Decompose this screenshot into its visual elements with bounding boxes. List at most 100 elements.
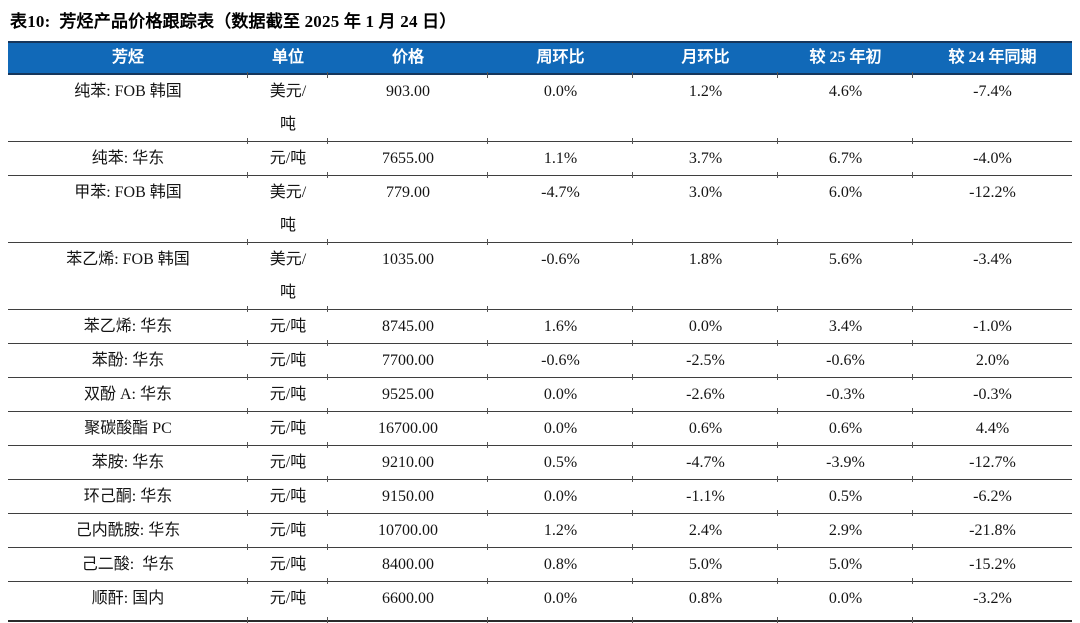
wow-cell: 0.0% xyxy=(487,377,633,414)
ytd-cell: 6.0% xyxy=(777,175,913,245)
price-cell: 16700.00 xyxy=(327,411,488,448)
price-cell: 7700.00 xyxy=(327,343,488,380)
table-row: 顺酐: 国内 元/吨 6600.00 0.0% 0.8% 0.0% -3.2% xyxy=(8,581,1072,622)
unit-cell: 元/吨 xyxy=(247,479,328,516)
yoy-cell: -0.3% xyxy=(912,377,1072,414)
wow-cell: -4.7% xyxy=(487,175,633,245)
price-cell: 7655.00 xyxy=(327,141,488,178)
product-cell: 顺酐: 国内 xyxy=(8,581,248,622)
yoy-cell: 4.4% xyxy=(912,411,1072,448)
aromatics-price-table: 芳烃 单位 价格 周环比 月环比 较 25 年初 较 24 年同期 纯苯: FO… xyxy=(8,41,1072,622)
yoy-cell: -15.2% xyxy=(912,547,1072,584)
table-row: 己二酸: 华东 元/吨 8400.00 0.8% 5.0% 5.0% -15.2% xyxy=(8,547,1072,584)
col-header-price: 价格 xyxy=(328,41,488,75)
price-cell: 8400.00 xyxy=(327,547,488,584)
wow-cell: 1.1% xyxy=(487,141,633,178)
product-cell: 环己酮: 华东 xyxy=(8,479,248,514)
ytd-cell: -3.9% xyxy=(777,445,913,482)
mom-cell: 1.8% xyxy=(632,242,778,312)
price-cell: 1035.00 xyxy=(327,242,488,312)
unit-cell: 元/吨 xyxy=(247,513,328,550)
table-title: 表10: 芳烃产品价格跟踪表（数据截至 2025 年 1 月 24 日） xyxy=(10,12,457,31)
header-row: 芳烃 单位 价格 周环比 月环比 较 25 年初 较 24 年同期 xyxy=(8,41,1072,75)
table-row: 纯苯: FOB 韩国 美元/ 吨 903.00 0.0% 1.2% 4.6% -7.4% xyxy=(8,71,1072,143)
mom-cell: 5.0% xyxy=(632,547,778,584)
ytd-cell: 3.4% xyxy=(777,309,913,346)
ytd-cell: 5.0% xyxy=(777,547,913,584)
product-cell: 苯乙烯: FOB 韩国 xyxy=(8,242,248,310)
wow-cell: 0.8% xyxy=(487,547,633,584)
wow-cell: 0.0% xyxy=(487,71,633,143)
wow-cell: 1.6% xyxy=(487,309,633,346)
yoy-cell: -4.0% xyxy=(912,141,1072,178)
price-cell: 9210.00 xyxy=(327,445,488,482)
ytd-cell: -0.3% xyxy=(777,377,913,414)
mom-cell: -2.5% xyxy=(632,343,778,380)
price-cell: 6600.00 xyxy=(327,581,488,622)
ytd-cell: 2.9% xyxy=(777,513,913,550)
col-header-product: 芳烃 xyxy=(8,41,248,75)
mom-cell: -4.7% xyxy=(632,445,778,482)
unit-cell: 元/吨 xyxy=(247,411,328,448)
table-row: 苯乙烯: FOB 韩国 美元/ 吨 1035.00 -0.6% 1.8% 5.6% -3.4… xyxy=(8,242,1072,312)
col-header-unit: 单位 xyxy=(248,41,328,75)
unit-cell: 元/吨 xyxy=(247,343,328,380)
yoy-cell: -7.4% xyxy=(912,71,1072,143)
price-cell: 779.00 xyxy=(327,175,488,245)
col-header-yoy: 较 24 年同期 xyxy=(913,41,1072,75)
mom-cell: 3.7% xyxy=(632,141,778,178)
mom-cell: 1.2% xyxy=(632,71,778,143)
product-cell: 己内酰胺: 华东 xyxy=(8,513,248,548)
table-header: 芳烃 单位 价格 周环比 月环比 较 25 年初 较 24 年同期 xyxy=(8,41,1072,75)
mom-cell: -1.1% xyxy=(632,479,778,516)
unit-cell: 美元/ 吨 xyxy=(247,175,328,245)
unit-cell: 元/吨 xyxy=(247,141,328,178)
product-cell: 纯苯: 华东 xyxy=(8,141,248,176)
unit-cell: 元/吨 xyxy=(247,377,328,414)
ytd-cell: 5.6% xyxy=(777,242,913,312)
mom-cell: 0.6% xyxy=(632,411,778,448)
yoy-cell: -1.0% xyxy=(912,309,1072,346)
product-cell: 苯乙烯: 华东 xyxy=(8,309,248,344)
unit-cell: 美元/ 吨 xyxy=(247,71,328,143)
unit-cell: 元/吨 xyxy=(247,309,328,346)
product-cell: 甲苯: FOB 韩国 xyxy=(8,175,248,243)
table-row: 己内酰胺: 华东 元/吨 10700.00 1.2% 2.4% 2.9% -21.8% xyxy=(8,513,1072,550)
price-cell: 9525.00 xyxy=(327,377,488,414)
yoy-cell: -12.7% xyxy=(912,445,1072,482)
wow-cell: 0.0% xyxy=(487,581,633,622)
table-row: 双酚 A: 华东 元/吨 9525.00 0.0% -2.6% -0.3% -0.3% xyxy=(8,377,1072,414)
ytd-cell: 0.0% xyxy=(777,581,913,622)
table-row: 聚碳酸酯 PC 元/吨 16700.00 0.0% 0.6% 0.6% 4.4% xyxy=(8,411,1072,448)
col-header-wow: 周环比 xyxy=(488,41,633,75)
wow-cell: -0.6% xyxy=(487,343,633,380)
mom-cell: 0.0% xyxy=(632,309,778,346)
table-row: 环己酮: 华东 元/吨 9150.00 0.0% -1.1% 0.5% -6.2% xyxy=(8,479,1072,516)
unit-cell: 元/吨 xyxy=(247,581,328,622)
col-header-ytd: 较 25 年初 xyxy=(778,41,913,75)
wow-cell: -0.6% xyxy=(487,242,633,312)
product-cell: 聚碳酸酯 PC xyxy=(8,411,248,446)
yoy-cell: -3.4% xyxy=(912,242,1072,312)
yoy-cell: -21.8% xyxy=(912,513,1072,550)
table-row: 苯酚: 华东 元/吨 7700.00 -0.6% -2.5% -0.6% 2.0% xyxy=(8,343,1072,380)
mom-cell: -2.6% xyxy=(632,377,778,414)
product-cell: 纯苯: FOB 韩国 xyxy=(8,74,248,142)
yoy-cell: -3.2% xyxy=(912,581,1072,622)
ytd-cell: 4.6% xyxy=(777,71,913,143)
table-row: 纯苯: 华东 元/吨 7655.00 1.1% 3.7% 6.7% -4.0% xyxy=(8,141,1072,178)
unit-cell: 元/吨 xyxy=(247,445,328,482)
table-row: 苯乙烯: 华东 元/吨 8745.00 1.6% 0.0% 3.4% -1.0% xyxy=(8,309,1072,346)
ytd-cell: 0.5% xyxy=(777,479,913,516)
wow-cell: 0.5% xyxy=(487,445,633,482)
yoy-cell: -12.2% xyxy=(912,175,1072,245)
unit-cell: 美元/ 吨 xyxy=(247,242,328,312)
price-cell: 9150.00 xyxy=(327,479,488,516)
yoy-cell: -6.2% xyxy=(912,479,1072,516)
wow-cell: 1.2% xyxy=(487,513,633,550)
mom-cell: 2.4% xyxy=(632,513,778,550)
table-row: 苯胺: 华东 元/吨 9210.00 0.5% -4.7% -3.9% -12.7% xyxy=(8,445,1072,482)
table-body: 纯苯: FOB 韩国 美元/ 吨 903.00 0.0% 1.2% 4.6% -7.4% 纯苯… xyxy=(8,71,1072,622)
mom-cell: 0.8% xyxy=(632,581,778,622)
product-cell: 己二酸: 华东 xyxy=(8,547,248,582)
